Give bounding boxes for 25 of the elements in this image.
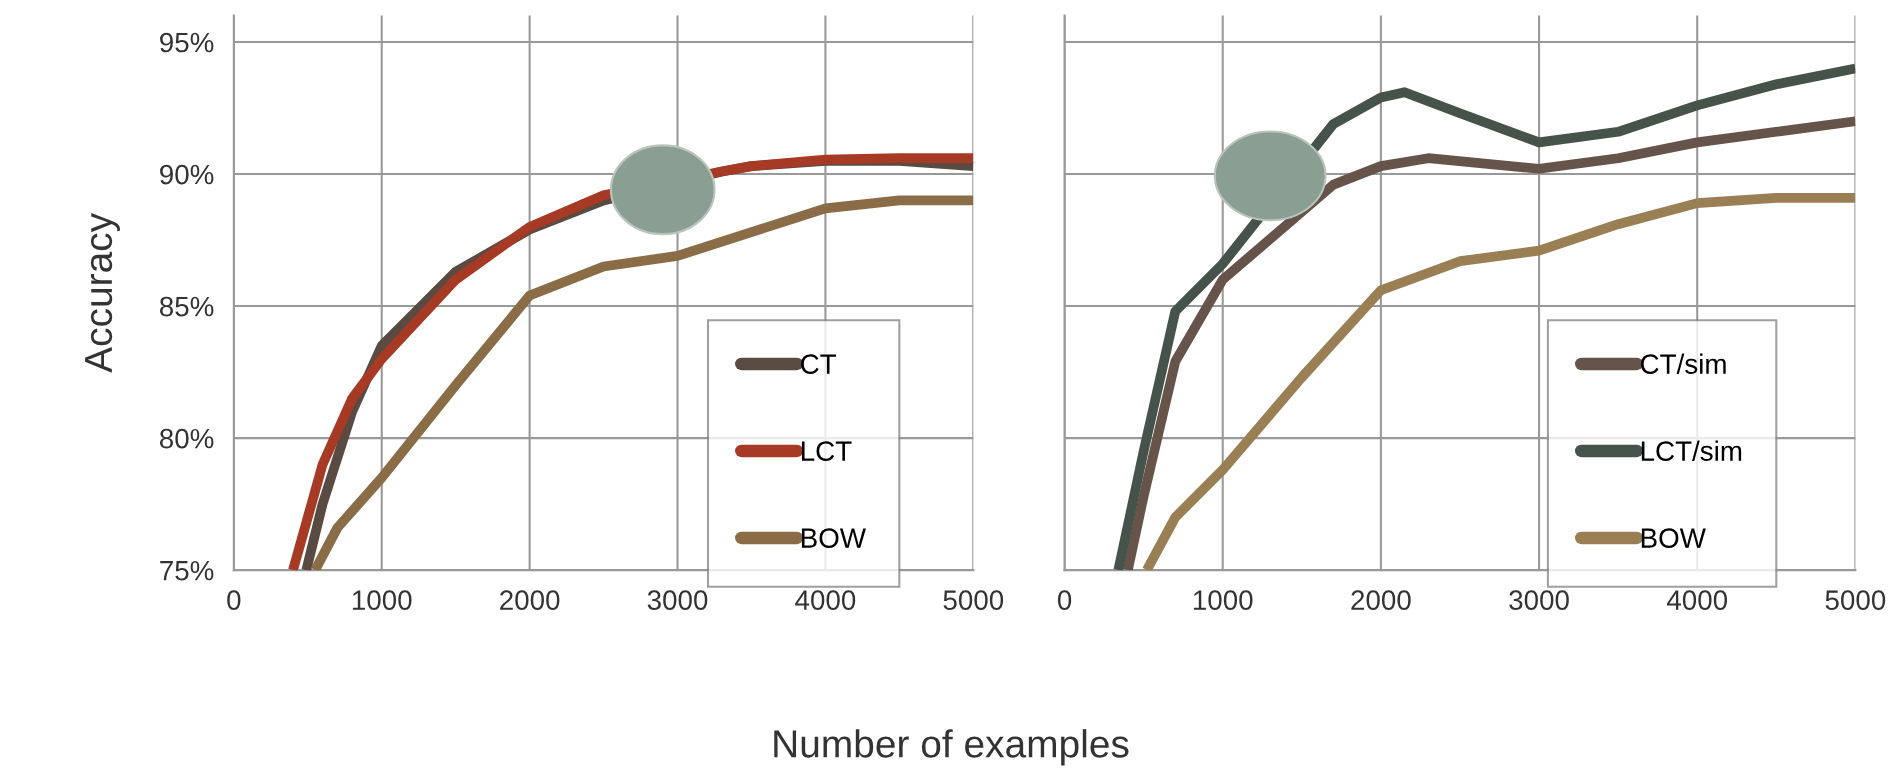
y-tick-label: 80% [159,428,214,449]
y-axis-title: Accuracy [85,212,120,373]
legend-label: CT/sim [1640,353,1726,374]
x-tick-label: 4000 [795,590,856,610]
x-tick-label: 3000 [647,590,708,610]
legend-label: LCT/sim [1641,440,1742,461]
x-tick-label: 1000 [352,590,412,610]
y-tick-label: 95% [160,32,214,53]
y-tick-label: 75% [160,560,214,581]
legend-label: LCT [801,441,852,461]
legend-label: CT [801,354,837,374]
x-tick-label: 2000 [500,590,560,610]
legend-label: BOW [801,528,866,548]
x-tick-label: 4000 [1666,590,1728,610]
x-axis-title: Number of examples [774,729,1129,766]
x-tick-label: 1000 [1193,590,1253,610]
x-tick-label: 5000 [943,590,1004,610]
x-tick-label: 2000 [1351,590,1411,610]
y-tick-label: 85% [159,296,214,317]
x-tick-label: 0 [1057,590,1072,610]
y-tick-label: 90% [160,164,214,185]
x-tick-label: 0 [227,590,241,610]
x-tick-label: 5000 [1825,590,1886,610]
x-tick-label: 3000 [1509,590,1569,610]
legend-label: BOW [1641,528,1706,548]
